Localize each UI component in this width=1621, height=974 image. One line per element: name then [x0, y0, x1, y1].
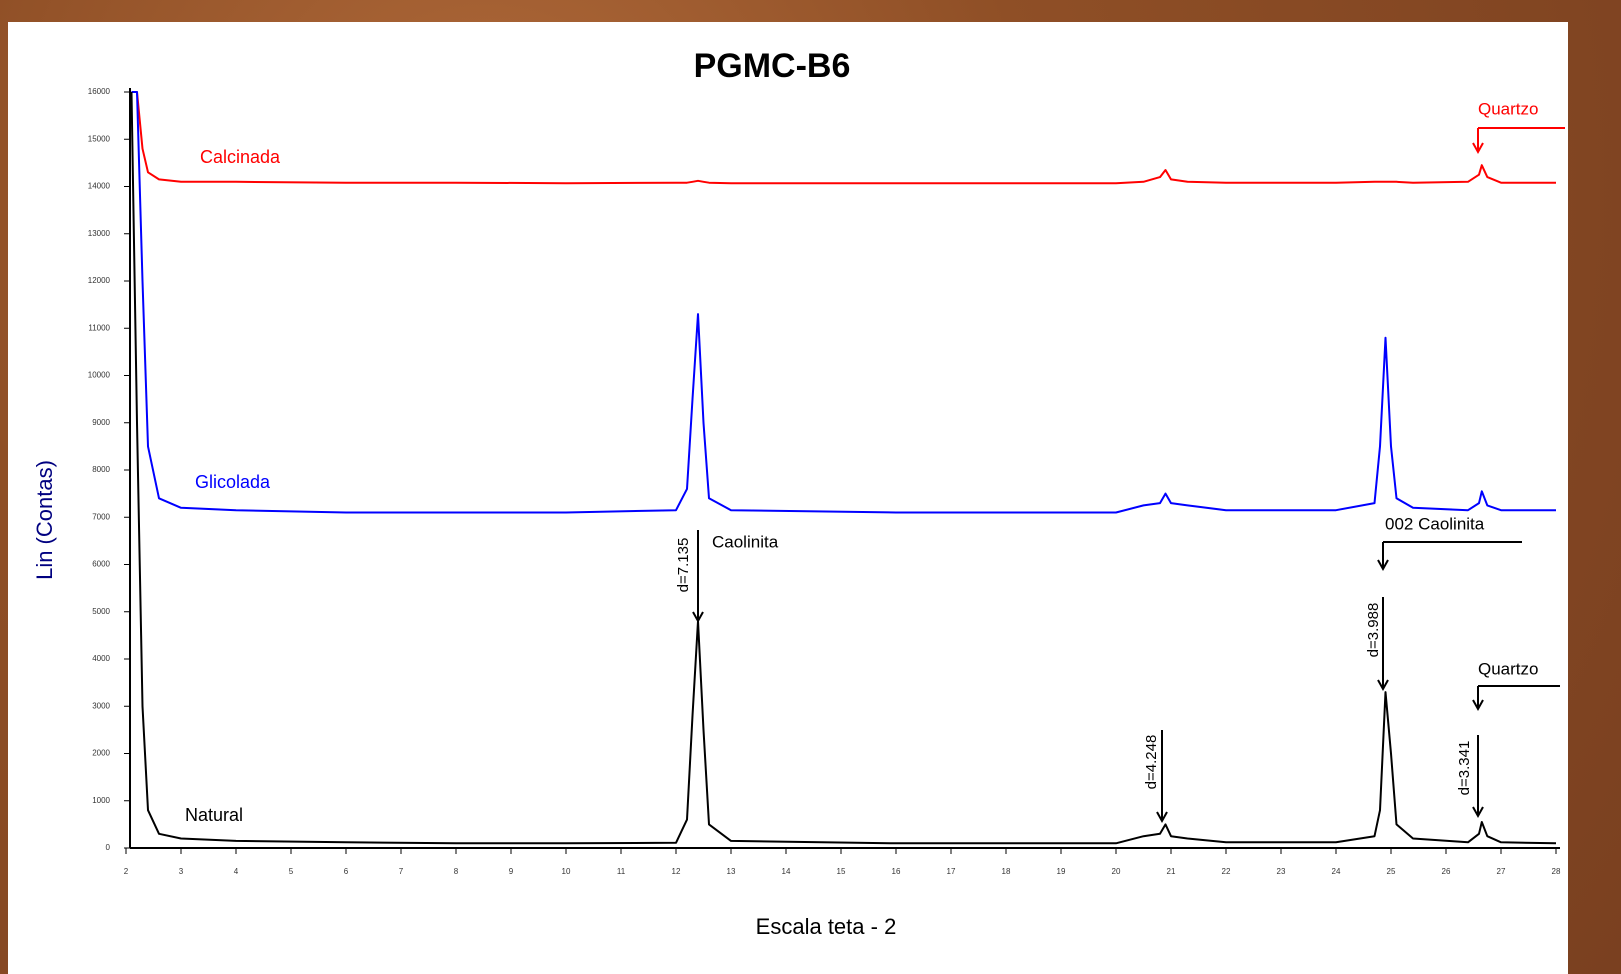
y-tick-label: 13000	[88, 229, 111, 238]
x-tick-label: 16	[892, 867, 901, 876]
annotation: d=4.248	[1143, 735, 1160, 790]
series-line	[131, 91, 1556, 514]
x-tick-label: 12	[672, 867, 681, 876]
y-tick-label: 10000	[88, 371, 111, 380]
x-tick-label: 10	[562, 867, 571, 876]
series-line	[130, 91, 1557, 845]
series-label: Calcinada	[200, 147, 281, 167]
x-tick-label: 5	[289, 867, 294, 876]
annotation: d=3.341	[1456, 741, 1473, 796]
y-tick-label: 1000	[92, 796, 110, 805]
x-tick-label: 18	[1002, 867, 1011, 876]
annotation: Quartzo	[1478, 659, 1538, 678]
y-tick-label: 5000	[92, 607, 110, 616]
x-tick-label: 7	[399, 867, 404, 876]
x-tick-label: 21	[1167, 867, 1176, 876]
x-tick-label: 22	[1222, 867, 1231, 876]
x-tick-label: 13	[727, 867, 736, 876]
x-tick-label: 6	[344, 867, 349, 876]
y-tick-label: 2000	[92, 749, 110, 758]
x-tick-label: 11	[617, 867, 626, 876]
x-tick-label: 14	[782, 867, 791, 876]
x-tick-label: 15	[837, 867, 846, 876]
annotation-arrows	[692, 127, 1565, 824]
annotation: Quartzo	[1478, 99, 1538, 118]
annotation: d=7.135	[675, 538, 692, 593]
x-tick-label: 20	[1112, 867, 1121, 876]
y-tick-label: 8000	[92, 465, 110, 474]
x-tick-label: 26	[1442, 867, 1451, 876]
y-tick-label: 12000	[88, 276, 111, 285]
x-tick-label: 28	[1552, 867, 1561, 876]
y-axis-label: Lin (Contas)	[32, 460, 57, 580]
x-tick-label: 23	[1277, 867, 1286, 876]
x-tick-label: 8	[454, 867, 459, 876]
y-tick-label: 3000	[92, 701, 110, 710]
x-tick-label: 4	[234, 867, 239, 876]
panel	[8, 22, 1568, 974]
series-label: Natural	[185, 805, 243, 825]
y-tick-label: 15000	[88, 134, 111, 143]
x-tick-label: 19	[1057, 867, 1066, 876]
y-tick-label: 9000	[92, 418, 110, 427]
y-tick-label: 4000	[92, 654, 110, 663]
x-tick-label: 3	[179, 867, 184, 876]
x-tick-label: 27	[1497, 867, 1506, 876]
x-tick-label: 2	[124, 867, 129, 876]
series-line	[131, 91, 1556, 185]
x-tick-label: 24	[1332, 867, 1341, 876]
x-tick-label: 25	[1387, 867, 1396, 876]
y-tick-label: 16000	[88, 87, 111, 96]
chart-title: PGMC-B6	[694, 47, 851, 85]
x-axis-label: Escala teta - 2	[756, 914, 897, 939]
series-label: Glicolada	[195, 472, 271, 492]
annotation: 002 Caolinita	[1385, 514, 1485, 533]
x-tick-label: 9	[509, 867, 514, 876]
y-tick-label: 14000	[88, 182, 111, 191]
y-tick-label: 11000	[88, 323, 110, 332]
y-tick-label: 7000	[92, 512, 110, 521]
y-tick-label: 6000	[92, 560, 110, 569]
annotation: Caolinita	[712, 532, 779, 551]
annotation: d=3.988	[1365, 603, 1382, 658]
y-tick-label: 0	[106, 843, 111, 852]
x-tick-label: 17	[947, 867, 956, 876]
